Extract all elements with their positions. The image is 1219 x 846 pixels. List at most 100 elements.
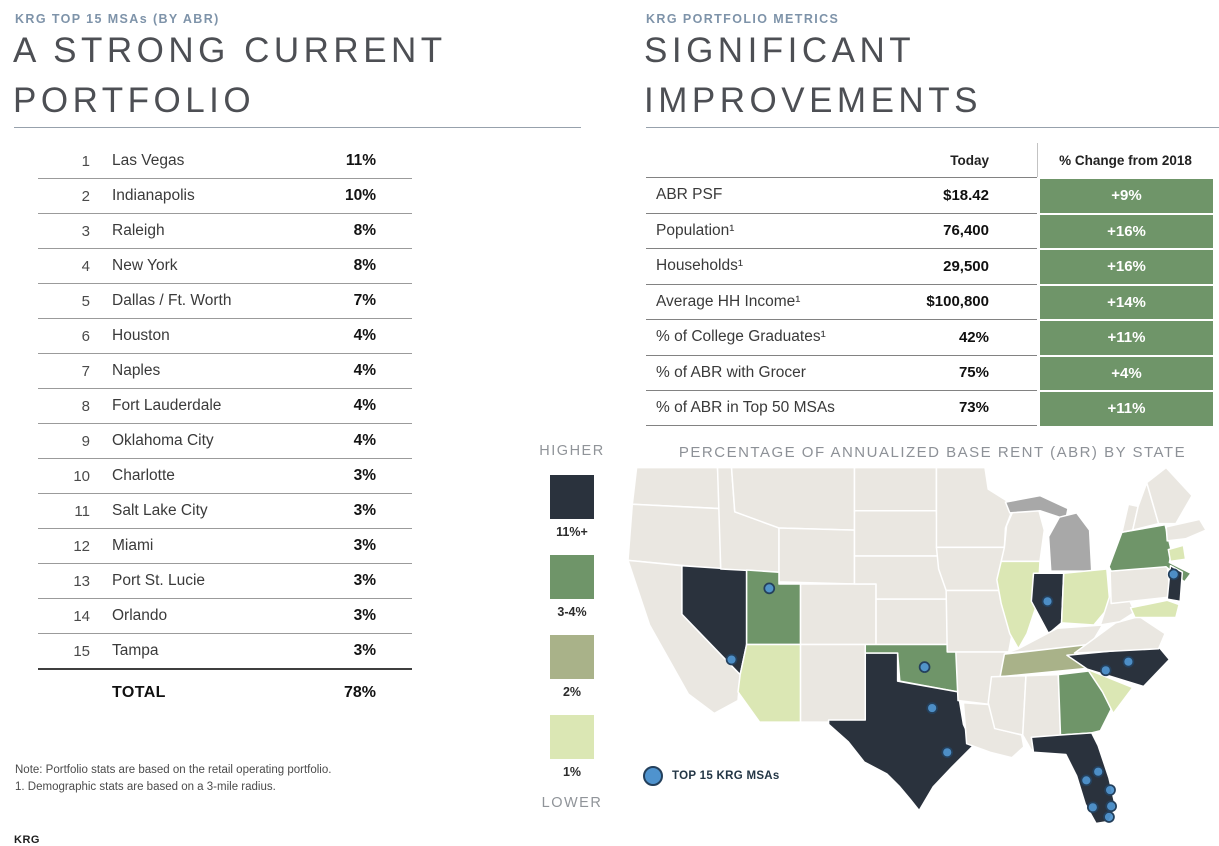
- metric-row: ABR PSF $18.42 +9%: [646, 177, 1213, 213]
- metric-today-value: 76,400: [917, 212, 1037, 249]
- msa-city: Oklahoma City: [112, 432, 214, 449]
- map-color-legend: HIGHER 11%+ 3-4% 2% 1% LOWER: [534, 443, 610, 811]
- legend-swatch: [550, 715, 594, 759]
- metrics-header-row: Today % Change from 2018: [646, 143, 1213, 177]
- msa-table-row: 14 Orlando 3%: [38, 599, 412, 634]
- metric-change-value: +14%: [1040, 285, 1213, 319]
- msa-dot-salt-lake-city: [763, 582, 776, 595]
- metric-label: % of College Graduates¹: [646, 319, 917, 355]
- msa-dot-miami: [1103, 811, 1115, 823]
- state-OH: [1060, 568, 1111, 626]
- msa-city: Dallas / Ft. Worth: [112, 292, 232, 309]
- msa-rank: 4: [81, 257, 90, 275]
- msa-city: Indianapolis: [112, 187, 195, 204]
- legend-swatch-label: 2%: [562, 685, 582, 699]
- msa-rank: 13: [73, 572, 90, 590]
- metric-today-value: 42%: [917, 319, 1037, 355]
- metric-change-value: +11%: [1040, 321, 1213, 355]
- msa-table-row: 10 Charlotte 3%: [38, 459, 412, 494]
- left-section-eyebrow: KRG TOP 15 MSAs (BY ABR): [15, 12, 220, 26]
- msa-rank: 10: [73, 467, 90, 485]
- legend-lower-label: LOWER: [541, 795, 603, 811]
- msa-dot-las-vegas: [725, 653, 738, 666]
- footnote-2: 1. Demographic stats are based on a 3-mi…: [15, 781, 276, 793]
- total-label: TOTAL: [112, 684, 166, 701]
- state-OR: [628, 503, 722, 570]
- map-title: PERCENTAGE OF ANNUALIZED BASE RENT (ABR)…: [678, 444, 1187, 461]
- metric-today-value: $18.42: [917, 177, 1037, 213]
- metric-row: % of College Graduates¹ 42% +11%: [646, 319, 1213, 355]
- msa-table-row: 15 Tampa 3%: [38, 634, 412, 668]
- msa-rank: 3: [81, 222, 90, 240]
- metric-today-value: 29,500: [917, 248, 1037, 284]
- brand-footer: KRG: [14, 834, 40, 846]
- metric-today-value: 75%: [917, 354, 1037, 391]
- state-WA: [631, 466, 721, 510]
- msa-rank: 5: [81, 292, 90, 310]
- legend-swatch: [550, 635, 594, 679]
- left-title-line2: PORTFOLIO: [13, 81, 256, 120]
- msa-rank: 2: [81, 187, 90, 205]
- legend-swatch-label: 3-4%: [557, 605, 587, 619]
- right-title-rule: [646, 127, 1219, 128]
- state-MD: [1129, 599, 1180, 619]
- states-layer: [628, 466, 1207, 825]
- msa-rank: 8: [81, 397, 90, 415]
- metric-row: % of ABR in Top 50 MSAs 73% +11%: [646, 390, 1213, 426]
- msa-city: Houston: [112, 327, 170, 344]
- metric-change-value: +16%: [1040, 214, 1213, 248]
- metric-change-value: +9%: [1040, 179, 1213, 213]
- msa-dot-port-st-lucie: [1104, 784, 1116, 796]
- left-title-line1: A STRONG CURRENT: [13, 31, 447, 70]
- footnotes: Note: Portfolio stats are based on the r…: [15, 762, 331, 796]
- msa-rank: 1: [81, 152, 90, 170]
- msa-dot-indianapolis: [1041, 595, 1054, 608]
- msa-table-row: 5 Dallas / Ft. Worth 7%: [38, 284, 412, 319]
- msa-table-row: 3 Raleigh 8%: [38, 214, 412, 249]
- legend-item: 11%+: [534, 475, 610, 539]
- msa-city: Fort Lauderdale: [112, 397, 222, 414]
- msa-table-row: 13 Port St. Lucie 3%: [38, 564, 412, 599]
- right-page-title: SIGNIFICANT IMPROVEMENTS: [644, 26, 982, 126]
- msa-dot-dallas: [926, 702, 938, 714]
- msa-city: Tampa: [112, 642, 159, 659]
- msa-table-row: 8 Fort Lauderdale 4%: [38, 389, 412, 424]
- msa-rank: 12: [73, 537, 90, 555]
- state-ND: [853, 466, 938, 512]
- msa-dot-naples: [1086, 801, 1099, 814]
- msa-city: New York: [112, 257, 178, 274]
- metric-change-value: +11%: [1040, 392, 1213, 426]
- msa-abr-percent: 8%: [353, 257, 376, 274]
- msa-dot-fort-lauderdale: [1105, 800, 1117, 813]
- state-NM: [799, 643, 867, 723]
- portfolio-metrics-table: Today % Change from 2018 ABR PSF $18.42 …: [646, 143, 1213, 426]
- right-title-line1: SIGNIFICANT: [644, 31, 916, 70]
- metric-today-value: $100,800: [917, 283, 1037, 320]
- legend-higher-label: HIGHER: [539, 443, 605, 459]
- msa-marker-dot-icon: [643, 766, 663, 786]
- metric-row: Average HH Income¹ $100,800 +14%: [646, 283, 1213, 320]
- msa-rank: 6: [81, 327, 90, 345]
- legend-swatch-label: 11%+: [556, 525, 588, 539]
- state-SD: [853, 509, 940, 557]
- metric-change-value: +16%: [1040, 250, 1213, 284]
- msa-abr-percent: 3%: [353, 502, 376, 519]
- metric-today-value: 73%: [917, 390, 1037, 426]
- footnote-1: Note: Portfolio stats are based on the r…: [15, 764, 332, 776]
- msa-city: Salt Lake City: [112, 502, 208, 519]
- msa-table-row: 2 Indianapolis 10%: [38, 179, 412, 214]
- legend-item: 1%: [534, 715, 610, 779]
- metric-label: Population¹: [646, 212, 917, 249]
- state-TX: [827, 652, 974, 812]
- msa-abr-percent: 3%: [353, 467, 376, 484]
- msa-table-row: 12 Miami 3%: [38, 529, 412, 564]
- msa-abr-percent: 11%: [345, 152, 376, 169]
- state-CT: [1167, 544, 1187, 563]
- metric-label: % of ABR with Grocer: [646, 354, 917, 391]
- msa-table-row: 7 Naples 4%: [38, 354, 412, 389]
- msa-dot-raleigh: [1122, 655, 1135, 668]
- msa-rank: 9: [81, 432, 90, 450]
- state-MN: [935, 466, 1015, 549]
- metric-label: Households¹: [646, 248, 917, 284]
- msa-dot-tampa: [1080, 774, 1093, 787]
